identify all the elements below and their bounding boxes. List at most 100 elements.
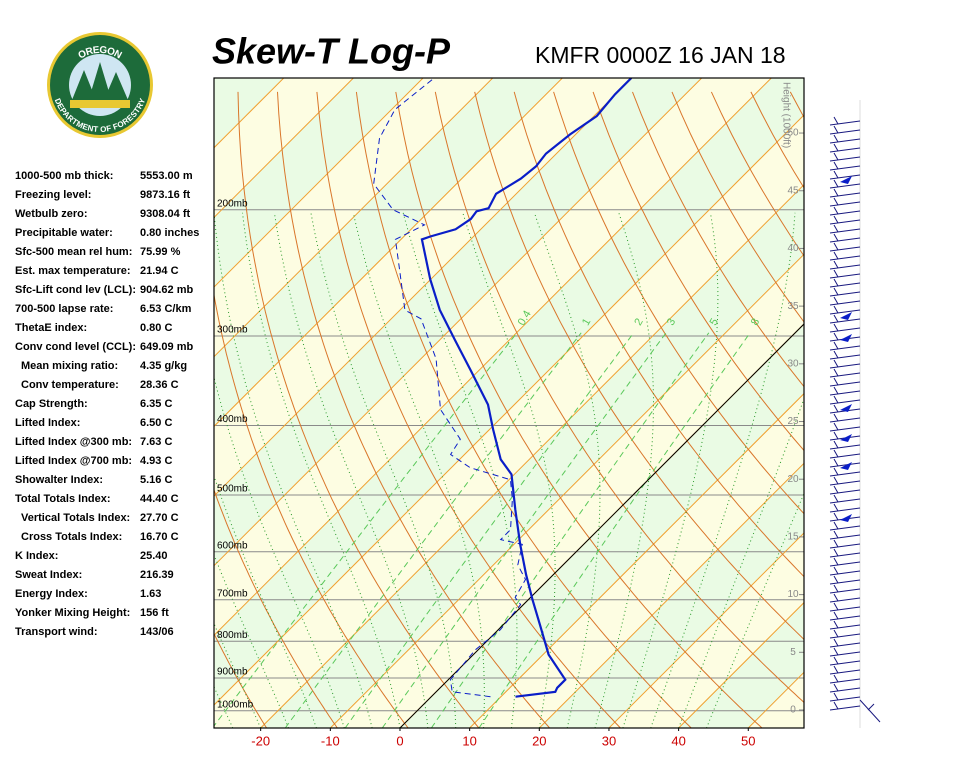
wind-barb — [829, 161, 861, 171]
wind-barb — [829, 269, 861, 279]
wind-barb — [829, 350, 861, 360]
x-tick-label: 30 — [602, 733, 616, 748]
wind-barb — [829, 386, 861, 396]
wind-barb — [829, 116, 861, 126]
wind-flag — [840, 434, 852, 442]
dry-adiabat — [869, 92, 960, 728]
stat-value: 75.99 % — [140, 246, 181, 258]
stat-label: Mean mixing ratio: — [21, 360, 118, 372]
wind-barb — [829, 377, 861, 387]
stat-value: 44.40 C — [140, 493, 179, 505]
stat-value: 9308.04 ft — [140, 208, 190, 220]
wind-barb — [829, 170, 861, 180]
stat-label: Lifted Index @700 mb: — [15, 455, 132, 467]
x-tick-label: 40 — [671, 733, 685, 748]
stat-value: 5553.00 m — [140, 170, 193, 182]
wind-barb — [829, 494, 861, 504]
stat-label: Yonker Mixing Height: — [15, 607, 130, 619]
wind-barb — [829, 683, 861, 693]
pressure-label: 700mb — [217, 588, 248, 599]
height-label: 20 — [787, 474, 799, 485]
wind-barb — [829, 368, 861, 378]
moist-adiabat — [310, 212, 457, 728]
wind-barb — [829, 584, 861, 594]
isotherm — [214, 78, 772, 637]
stat-value: 16.70 C — [140, 531, 179, 543]
wind-barb — [829, 188, 861, 198]
wind-flag — [840, 176, 852, 184]
stat-label: Lifted Index: — [15, 417, 80, 429]
temperature-band — [888, 78, 960, 728]
wind-barb — [829, 620, 861, 630]
stat-label: Cross Totals Index: — [21, 531, 122, 543]
stat-label: Sweat Index: — [15, 569, 82, 581]
mixing-ratio-label: 5 — [708, 316, 721, 327]
pressure-label: 400mb — [217, 414, 248, 425]
wind-barb — [829, 656, 861, 666]
stat-label: Conv cond level (CCL): — [15, 341, 136, 353]
wind-barb — [829, 539, 861, 549]
stat-label: Wetbulb zero: — [15, 208, 88, 220]
plot-overlay: 200mb 300mb 400mb 500mb 600mb 700mb 800mb 900mb… — [217, 82, 804, 716]
wind-barb — [829, 422, 861, 432]
dry-adiabat — [214, 488, 338, 728]
isotherm — [888, 78, 960, 728]
dry-adiabat — [789, 91, 804, 119]
mixing-ratio-label: 1 — [580, 316, 593, 327]
dry-adiabat — [316, 91, 621, 728]
isotherm — [214, 78, 494, 358]
stat-value: 6.50 C — [140, 417, 172, 429]
wind-barb — [829, 242, 861, 252]
dry-adiabat — [592, 91, 804, 452]
dry-adiabat — [277, 91, 550, 728]
wind-barb — [829, 323, 861, 333]
wind-barb — [829, 125, 861, 135]
wind-flag — [840, 462, 852, 470]
wind-barb — [829, 701, 861, 711]
height-label: 40 — [787, 243, 799, 254]
dry-adiabat — [214, 292, 409, 728]
dry-adiabat — [513, 91, 804, 578]
dry-adiabat — [474, 91, 804, 641]
wind-barb — [829, 296, 861, 306]
stat-label: Vertical Totals Index: — [21, 512, 130, 524]
pressure-label: 300mb — [217, 325, 248, 336]
wind-barb — [829, 413, 861, 423]
wind-barb — [829, 647, 861, 657]
stat-value: 904.62 mb — [140, 284, 193, 296]
mixing-ratio-line — [214, 332, 518, 727]
temperature-profile — [420, 78, 633, 698]
x-tick-label: 50 — [741, 733, 755, 748]
wind-barb — [829, 665, 861, 675]
height-label: 50 — [787, 128, 799, 139]
height-label: 30 — [787, 358, 799, 369]
temperature-band — [214, 115, 804, 728]
stat-label: Showalter Index: — [15, 474, 103, 486]
pressure-label: 900mb — [217, 667, 248, 678]
wind-barb — [829, 674, 861, 684]
stat-value: 1.63 — [140, 588, 161, 600]
wind-barbs — [829, 100, 881, 728]
wind-barb — [829, 395, 861, 405]
moist-adiabat — [706, 492, 804, 728]
isotherm — [214, 78, 354, 219]
isotherm — [469, 392, 804, 728]
dry-adiabat — [553, 91, 804, 515]
isotherm — [0, 78, 5, 728]
wind-barb — [829, 134, 861, 144]
wind-barb — [829, 611, 861, 621]
x-tick-label: 20 — [532, 733, 546, 748]
wind-barb — [829, 224, 861, 234]
wind-barb — [829, 638, 861, 648]
wind-barb — [829, 197, 861, 207]
stat-label: Freezing level: — [15, 189, 91, 201]
wind-barb — [829, 530, 861, 540]
height-label: 0 — [790, 705, 796, 716]
wind-barb — [829, 503, 861, 513]
moist-adiabat — [622, 212, 719, 728]
stat-label: Conv temperature: — [21, 379, 119, 391]
stat-value: 649.09 mb — [140, 341, 193, 353]
stat-value: 25.40 — [140, 550, 168, 562]
mixing-ratio-label: 3 — [665, 316, 678, 327]
